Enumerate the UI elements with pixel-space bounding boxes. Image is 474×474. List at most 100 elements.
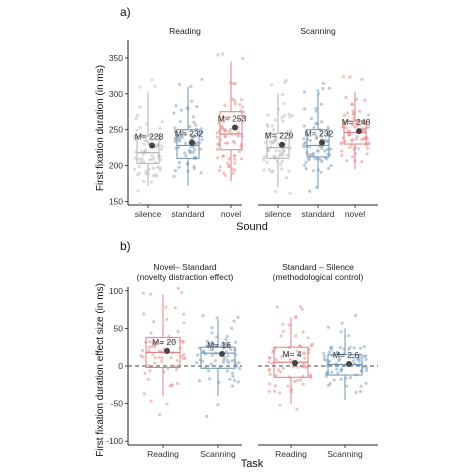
data-point [266, 124, 270, 128]
data-point [141, 291, 145, 295]
data-point [215, 316, 219, 320]
data-point [212, 343, 216, 347]
data-point [177, 161, 181, 165]
data-point [287, 112, 291, 116]
data-point [172, 174, 176, 178]
data-point [303, 107, 307, 111]
data-point [367, 141, 371, 145]
data-point [352, 346, 356, 350]
mean-label: M= 248 [342, 117, 371, 127]
data-point [160, 341, 164, 345]
data-point [330, 348, 334, 352]
data-point [281, 322, 285, 326]
data-point [227, 115, 231, 119]
data-point [199, 171, 203, 175]
mean-label: M= 232 [305, 129, 334, 139]
data-point [309, 373, 313, 377]
data-point [346, 111, 350, 115]
data-point [133, 137, 137, 141]
data-point [144, 169, 148, 173]
data-point [314, 107, 318, 111]
data-point [237, 150, 242, 154]
data-point [307, 156, 311, 160]
data-point [230, 326, 234, 330]
data-point [158, 166, 162, 170]
data-point [313, 157, 318, 161]
data-point [353, 121, 357, 125]
data-point [199, 127, 203, 131]
data-point [287, 169, 291, 173]
data-point [363, 98, 367, 102]
data-point [223, 356, 227, 360]
data-point [301, 382, 305, 386]
data-point [302, 137, 306, 141]
data-point [150, 78, 154, 82]
data-point [189, 84, 193, 89]
data-point [236, 315, 240, 319]
data-point [177, 165, 181, 169]
data-point [281, 366, 286, 370]
data-point [138, 125, 142, 129]
x-tick-label: Scanning [200, 449, 236, 459]
data-point [154, 340, 158, 344]
data-point [156, 165, 160, 169]
data-point [201, 314, 205, 318]
y-tick-label: 200 [109, 161, 123, 171]
data-point [302, 362, 306, 366]
panel-a-plot: Reading Scanning 150 200 250 300 350 M= 228 M= 2… [109, 26, 378, 219]
data-point [149, 399, 153, 403]
data-point [226, 354, 230, 358]
data-point [283, 80, 287, 84]
data-point [215, 135, 220, 139]
data-point [282, 149, 286, 153]
data-point [208, 377, 212, 381]
y-tick-label: -50 [111, 399, 124, 409]
data-point [137, 157, 141, 161]
data-point [139, 160, 143, 164]
data-point [160, 356, 164, 360]
data-point [303, 141, 307, 145]
data-point [231, 171, 235, 175]
data-point [239, 157, 244, 161]
data-point [227, 129, 232, 133]
panel-a-x-axis-label: Sound [236, 221, 268, 233]
data-point [326, 325, 330, 329]
data-point [199, 147, 203, 151]
data-point [177, 146, 181, 150]
data-point [172, 111, 176, 115]
data-point [176, 381, 180, 386]
data-point [300, 365, 305, 369]
data-point [232, 319, 236, 323]
data-point [362, 345, 366, 349]
data-point [177, 82, 182, 86]
data-point [348, 75, 352, 79]
data-point [210, 326, 214, 330]
data-point [322, 357, 326, 362]
data-point [160, 359, 164, 363]
data-point [192, 164, 196, 169]
data-point [267, 168, 271, 172]
data-point [153, 355, 157, 360]
data-point [220, 127, 224, 131]
data-point [315, 121, 319, 126]
data-point [359, 384, 363, 388]
data-point [151, 138, 155, 142]
data-point [135, 114, 139, 118]
data-point [154, 173, 158, 177]
data-point [282, 101, 286, 105]
data-point [143, 371, 147, 375]
data-point [348, 146, 352, 150]
data-point [267, 389, 271, 393]
x-tick-label: Scanning [327, 449, 363, 459]
data-point [231, 97, 235, 101]
data-point [232, 141, 237, 145]
data-point [231, 374, 235, 378]
data-point [165, 402, 169, 406]
data-point [295, 349, 299, 353]
mean-label: M= 16 [207, 340, 231, 350]
data-point [241, 56, 245, 61]
data-point [275, 305, 279, 309]
data-point [326, 139, 330, 143]
data-point [300, 307, 304, 311]
